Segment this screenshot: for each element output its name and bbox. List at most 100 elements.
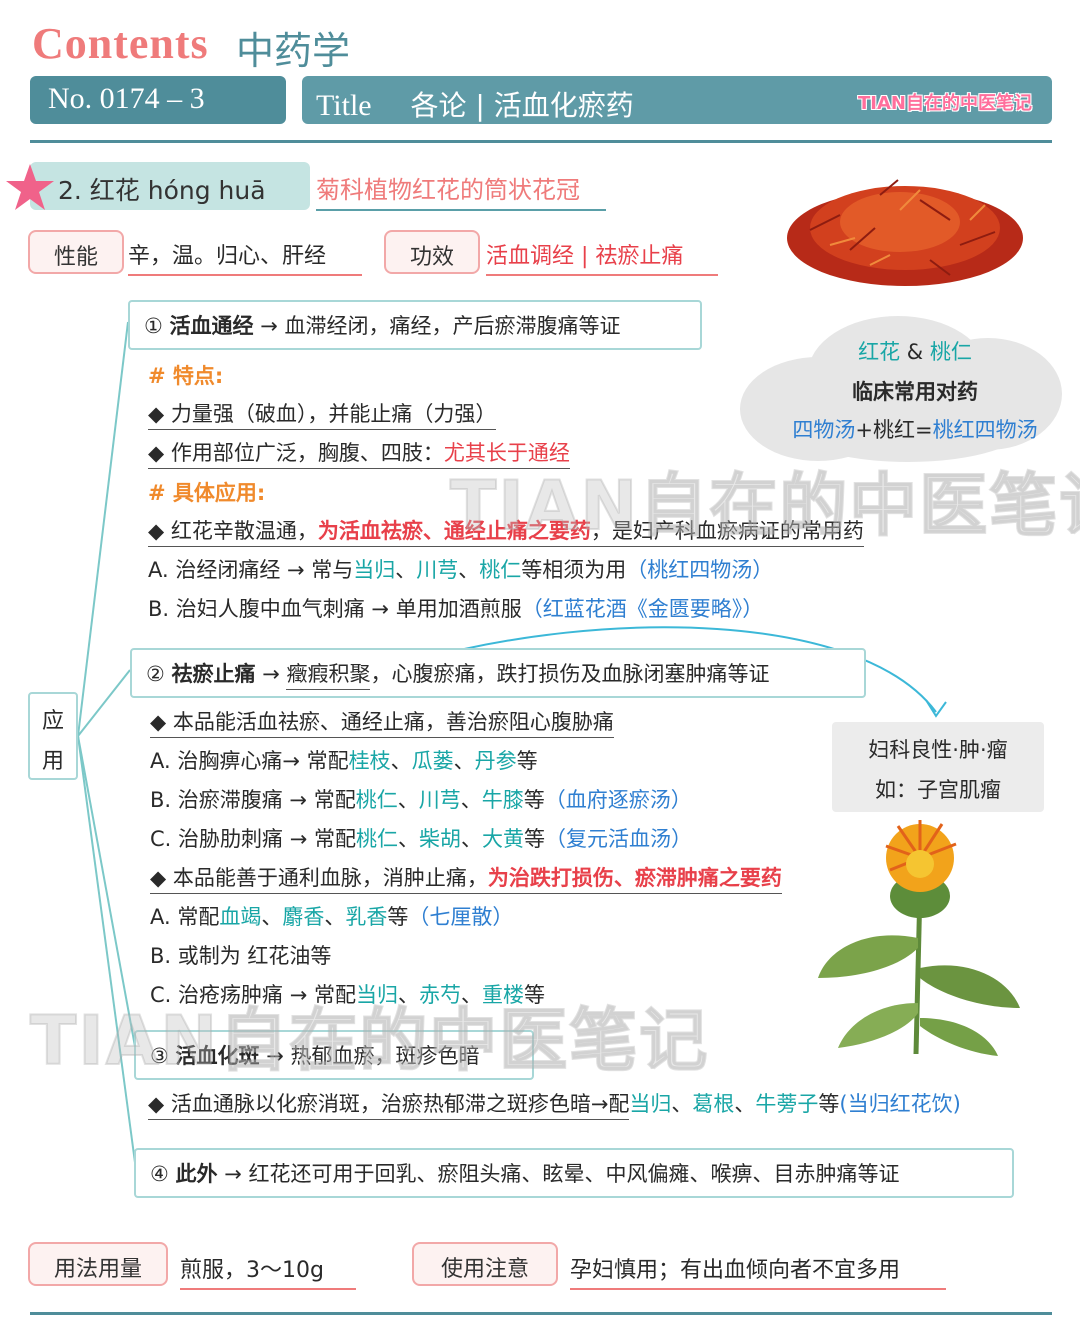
sec1-apply-1: ◆ 红花辛散温通，为活血祛瘀、通经止痛之要药，是妇产科血瘀病证的常用药 [148, 519, 864, 547]
cloud-pair: 红花 & 桃仁 [760, 336, 1070, 366]
title-label: Title [316, 89, 372, 122]
sep: 、 [395, 558, 417, 582]
sec1-feature-2a: ◆ 作用部位广泛，胸腹、四肢： [148, 441, 444, 465]
gyn-line-1: 妇科良性·肿·瘤 [868, 738, 1008, 762]
text: C. 治胁肋刺痛 → 常配 [150, 827, 356, 851]
herb-source: 菊科植物红花的筒状花冠 [316, 170, 606, 211]
formula-b: 桃红四物汤 [932, 418, 1038, 442]
sep: 、 [261, 905, 283, 929]
title-bar: Title 各论 | 活血化瘀药 TIAN自在的中医笔记 [302, 76, 1052, 124]
dosage-value: 煎服，3～10g [180, 1252, 356, 1290]
safflower-plant-image [818, 820, 1020, 1056]
sec1-apply-title: # 具体应用: [148, 481, 266, 505]
safflower-petals-image [787, 179, 1023, 286]
sec3-num: ③ [150, 1044, 176, 1068]
brand-logo: TIAN自在的中医笔记 [858, 93, 1032, 114]
gyn-note: 妇科良性·肿·瘤 如：子宫肌瘤 [832, 722, 1044, 812]
text: 等 [523, 827, 545, 851]
herb-xuejie: 血竭 [219, 905, 262, 929]
sec3-line: ◆ 活血通脉以化瘀消斑，治瘀热郁滞之斑疹色暗→配当归、葛根、牛蒡子等(当归红花饮… [148, 1088, 961, 1120]
sec1-apply-1a: ◆ 红花辛散温通， [148, 519, 318, 543]
text: 等相须为用 [521, 558, 627, 582]
text: B. 治妇人腹中血气刺痛 → 单用加酒煎服 [148, 597, 522, 621]
herb-gegen: 葛根 [692, 1092, 735, 1116]
application-char-1: 应 [41, 709, 64, 734]
herb-name: 2. 红花 hóng huā [58, 176, 266, 205]
title-text: 各论 | 活血化瘀药 [410, 89, 634, 122]
text: A. 治胸痹心痛→ 常配 [150, 749, 349, 773]
text: 等 [523, 983, 545, 1007]
sec2-line-c2: C. 治疮疡肿痛 → 常配当归、赤芍、重楼等 [150, 979, 545, 1009]
herb-taoren: 桃仁 [355, 827, 398, 851]
sec2-heading: ② 祛瘀止痛 → 癥瘕积聚，心腹瘀痛，跌打损伤及血脉闭塞肿痛等证 [130, 648, 866, 698]
herb-niuxi: 牛膝 [481, 788, 524, 812]
sep: 、 [458, 558, 480, 582]
sec2-num: ② [146, 662, 172, 686]
formula-qili: （七厘散） [408, 905, 514, 929]
herb-taoren: 桃仁 [479, 558, 522, 582]
text: 等 [818, 1092, 840, 1116]
herb-chishao: 赤芍 [418, 983, 461, 1007]
contents-heading: Contents [32, 19, 209, 68]
herb-name-tab: 2. 红花 hóng huā [30, 162, 310, 210]
star-icon [6, 164, 54, 210]
pair-a: 红花 [858, 340, 901, 364]
sec2-point-1: ◆ 本品能活血祛瘀、通经止痛，善治瘀阻心腹胁痛 [150, 710, 614, 738]
herb-danshen: 丹参 [474, 749, 517, 773]
sec4-title: 此外 [175, 1162, 218, 1186]
sec1-desc: → 血滞经闭，痛经，产后瘀滞腹痛等证 [253, 314, 621, 338]
text: A. 常配 [150, 905, 220, 929]
sec2-point-2: ◆ 本品能善于通利血脉，消肿止痛，为治跌打损伤、瘀滞肿痛之要药 [150, 866, 782, 894]
herb-shexiang: 麝香 [282, 905, 325, 929]
sec2-line-a2: A. 常配血竭、麝香、乳香等（七厘散） [150, 901, 513, 931]
cloud-shape [740, 316, 1062, 462]
sec4-heading: ④ 此外 → 红花还可用于回乳、瘀阻头痛、眩晕、中风偏瘫、喉痹、目赤肿痛等证 [134, 1148, 1014, 1198]
sep: 、 [397, 983, 419, 1007]
sec1-num: ① [144, 314, 170, 338]
sep: 、 [453, 749, 475, 773]
herb-gualou: 瓜蒌 [411, 749, 454, 773]
sep: 、 [671, 1092, 693, 1116]
text: A. 治经闭痛经 → 常与 [148, 558, 354, 582]
sec1-title: 活血通经 [169, 314, 254, 338]
subject-heading: 中药学 [236, 29, 351, 73]
sec1-feature-1: ◆ 力量强（破血），并能止痛（力强） [148, 402, 497, 430]
text: 等 [516, 749, 538, 773]
dosage-label: 用法用量 [28, 1242, 168, 1286]
sec3-title: 活血化斑 [175, 1044, 260, 1068]
property-value: 辛，温。归心、肝经 [128, 238, 362, 276]
sec2-point-2b: 为治跌打损伤、瘀滞肿痛之要药 [487, 866, 782, 890]
effect-value: 活血调经 | 祛瘀止痛 [486, 238, 718, 276]
effect-label: 功效 [384, 230, 480, 274]
herb-dahuang: 大黄 [481, 827, 524, 851]
sec1-line-a: A. 治经闭痛经 → 常与当归、川芎、桃仁等相须为用（桃红四物汤） [148, 554, 773, 584]
herb-niubangzi: 牛蒡子 [755, 1092, 819, 1116]
gyn-line-2: 如：子宫肌瘤 [875, 778, 1001, 802]
formula-taohong-siwu: （桃红四物汤） [626, 558, 774, 582]
herb-chuanxiong: 川芎 [418, 788, 461, 812]
herb-taoren: 桃仁 [355, 788, 398, 812]
sec1-heading: ① 活血通经 → 血滞经闭，痛经，产后瘀滞腹痛等证 [128, 300, 702, 350]
sec1-feature-title: # 特点: [148, 364, 224, 388]
pair-amp: & [900, 340, 930, 364]
sec2-line-c: C. 治胁肋刺痛 → 常配桃仁、柴胡、大黄等（复元活血汤） [150, 823, 692, 853]
sep: 、 [460, 827, 482, 851]
sec1-apply-1c: ，是妇产科血瘀病证的常用药 [590, 519, 864, 543]
footer-divider [30, 1312, 1052, 1315]
sec2-line-a: A. 治胸痹心痛→ 常配桂枝、瓜蒌、丹参等 [150, 745, 538, 775]
property-label: 性能 [28, 230, 124, 274]
note-number: No. 0174 – 3 [30, 76, 286, 124]
sec2-zhengjia: 癥瘕积聚 [286, 662, 371, 690]
text: 等 [387, 905, 409, 929]
text: ◆ 活血通脉以化瘀消斑，治瘀热郁滞之斑疹色暗→配 [148, 1092, 630, 1120]
text: 等 [523, 788, 545, 812]
caution-value: 孕妇慎用；有出血倾向者不宜多用 [570, 1252, 946, 1290]
sec2-desc: ，心腹瘀痛，跌打损伤及血脉闭塞肿痛等证 [370, 662, 770, 686]
herb-chuanxiong: 川芎 [416, 558, 459, 582]
herb-chaihu: 柴胡 [418, 827, 461, 851]
sec2-line-b: B. 治瘀滞腹痛 → 常配桃仁、川芎、牛膝等（血府逐瘀汤） [150, 784, 692, 814]
cloud-formula: 四物汤+桃红=桃红四物汤 [760, 414, 1070, 444]
herb-chonglou: 重楼 [481, 983, 524, 1007]
text: B. 治瘀滞腹痛 → 常配 [150, 788, 356, 812]
